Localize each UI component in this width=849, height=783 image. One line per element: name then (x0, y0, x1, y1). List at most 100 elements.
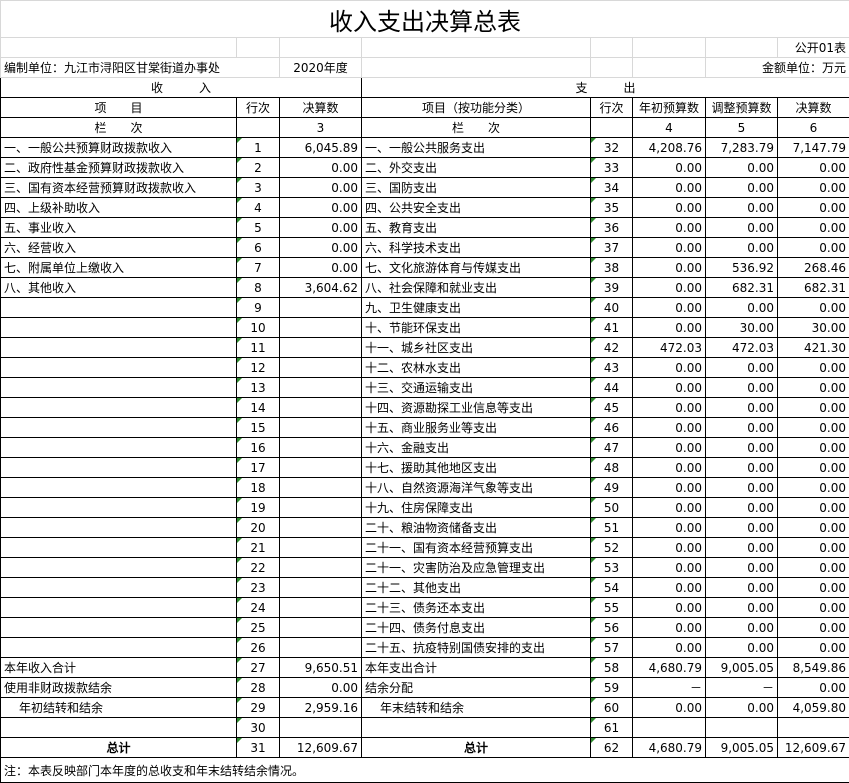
line-no: 53 (591, 558, 633, 578)
expense-item: 四、公共安全支出 (362, 198, 591, 218)
budget-adjusted: 0.00 (706, 178, 778, 198)
budget-adjusted: 9,005.05 (706, 658, 778, 678)
line-no: 13 (237, 378, 280, 398)
col-number: 3 (280, 118, 362, 138)
budget-adjusted: 682.31 (706, 278, 778, 298)
col-header: 项 目 (1, 98, 237, 118)
unit: 编制单位：九江市浔阳区甘棠街道办事处 (1, 58, 280, 78)
line-no: 46 (591, 418, 633, 438)
col-header: 年初预算数 (633, 98, 706, 118)
line-no: 12 (237, 358, 280, 378)
expense-item: 年末结转和结余 (362, 698, 591, 718)
expense-item: 九、卫生健康支出 (362, 298, 591, 318)
col-label: 栏 次 (362, 118, 591, 138)
line-no: 37 (591, 238, 633, 258)
income-item: 年初结转和结余 (1, 698, 237, 718)
line-no: 33 (591, 158, 633, 178)
line-no: 39 (591, 278, 633, 298)
budget-adjusted: 0.00 (706, 498, 778, 518)
line-no: 24 (237, 598, 280, 618)
expense-item: 十、节能环保支出 (362, 318, 591, 338)
budget-begin: 4,680.79 (633, 658, 706, 678)
line-no: 27 (237, 658, 280, 678)
expense-final: 0.00 (778, 458, 849, 478)
budget-begin: 0.00 (633, 598, 706, 618)
expense-final: 0.00 (778, 618, 849, 638)
form-no: 公开01表 (778, 38, 849, 58)
note: 注：本表反映部门本年度的总收支和年末结转结余情况。 (1, 758, 849, 783)
budget-begin: 4,208.76 (633, 138, 706, 158)
budget-begin: － (633, 678, 706, 698)
line-no: 34 (591, 178, 633, 198)
expense-item: 二十五、抗疫特别国债安排的支出 (362, 638, 591, 658)
budget-adjusted: 0.00 (706, 698, 778, 718)
line-no: 59 (591, 678, 633, 698)
budget-adjusted: 0.00 (706, 638, 778, 658)
expense-final: 0.00 (778, 438, 849, 458)
line-no: 45 (591, 398, 633, 418)
income-amount: 0.00 (280, 198, 362, 218)
expense-final: 0.00 (778, 358, 849, 378)
line-no: 40 (591, 298, 633, 318)
income-item: 总计 (1, 738, 237, 758)
expense-item: 二十四、债务付息支出 (362, 618, 591, 638)
expense-final: 0.00 (778, 478, 849, 498)
budget-adjusted: 0.00 (706, 158, 778, 178)
line-no: 3 (237, 178, 280, 198)
budget-begin: 0.00 (633, 298, 706, 318)
expense-final: 0.00 (778, 518, 849, 538)
line-no: 25 (237, 618, 280, 638)
expense-final: 0.00 (778, 298, 849, 318)
col-label: 栏 次 (1, 118, 237, 138)
budget-adjusted: 7,283.79 (706, 138, 778, 158)
expense-item: 七、文化旅游体育与传媒支出 (362, 258, 591, 278)
col-number: 4 (633, 118, 706, 138)
expense-final: 0.00 (778, 678, 849, 698)
line-no: 36 (591, 218, 633, 238)
line-no: 9 (237, 298, 280, 318)
income-amount: 3,604.62 (280, 278, 362, 298)
expense-final: 0.00 (778, 158, 849, 178)
budget-begin: 0.00 (633, 518, 706, 538)
budget-begin: 0.00 (633, 638, 706, 658)
budget-adjusted: 0.00 (706, 398, 778, 418)
budget-adjusted: 0.00 (706, 478, 778, 498)
expense-item: 二、外交支出 (362, 158, 591, 178)
income-amount: 0.00 (280, 158, 362, 178)
budget-adjusted: 9,005.05 (706, 738, 778, 758)
budget-adjusted: 0.00 (706, 218, 778, 238)
budget-adjusted: 0.00 (706, 378, 778, 398)
expense-item: 十九、住房保障支出 (362, 498, 591, 518)
line-no: 52 (591, 538, 633, 558)
expense-item: 十八、自然资源海洋气象等支出 (362, 478, 591, 498)
budget-adjusted: 0.00 (706, 418, 778, 438)
line-no: 48 (591, 458, 633, 478)
income-amount: 0.00 (280, 678, 362, 698)
expense-item: 二十一、灾害防治及应急管理支出 (362, 558, 591, 578)
col-header: 行次 (591, 98, 633, 118)
income-item: 六、经营收入 (1, 238, 237, 258)
budget-begin: 0.00 (633, 238, 706, 258)
budget-adjusted: 0.00 (706, 538, 778, 558)
expense-item: 一、一般公共服务支出 (362, 138, 591, 158)
budget-begin: 0.00 (633, 318, 706, 338)
line-no: 7 (237, 258, 280, 278)
line-no: 58 (591, 658, 633, 678)
expense-item: 二十、粮油物资储备支出 (362, 518, 591, 538)
income-header: 收 入 (1, 78, 362, 98)
line-no: 60 (591, 698, 633, 718)
expense-item: 结余分配 (362, 678, 591, 698)
income-amount: 9,650.51 (280, 658, 362, 678)
col-header: 调整预算数 (706, 98, 778, 118)
expense-final: 0.00 (778, 638, 849, 658)
expense-final: 12,609.67 (778, 738, 849, 758)
line-no: 10 (237, 318, 280, 338)
budget-adjusted: 30.00 (706, 318, 778, 338)
expense-final: 30.00 (778, 318, 849, 338)
expense-final: 0.00 (778, 398, 849, 418)
expense-item: 二十一、国有资本经营预算支出 (362, 538, 591, 558)
budget-adjusted: 536.92 (706, 258, 778, 278)
expense-final: 0.00 (778, 378, 849, 398)
line-no: 22 (237, 558, 280, 578)
